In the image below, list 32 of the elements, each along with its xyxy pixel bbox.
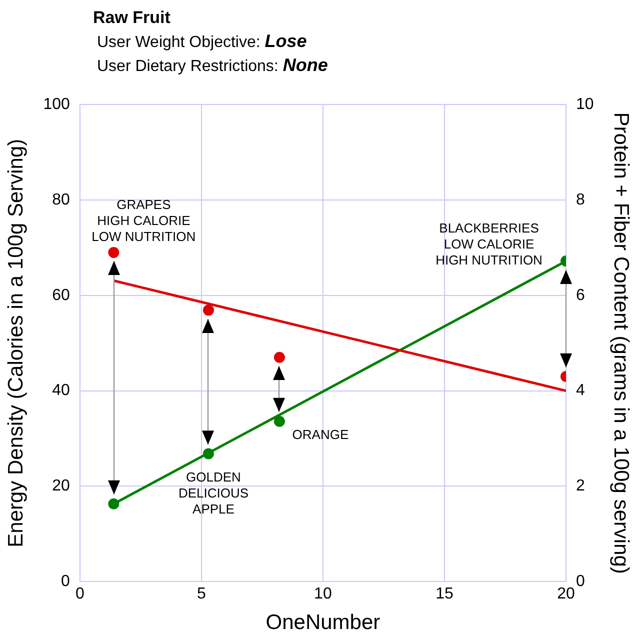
y2-tick-label: 8 <box>576 191 586 208</box>
y-tick-label: 100 <box>43 96 70 114</box>
x-tick-label: 20 <box>557 586 576 603</box>
point <box>202 448 214 460</box>
point <box>108 498 120 510</box>
point <box>274 416 285 427</box>
annotation: BLACKBERRIES LOW CALORIE HIGH NUTRITION <box>436 220 542 268</box>
y-tick-label: 0 <box>60 573 70 590</box>
y2-tick-label: 10 <box>576 96 594 114</box>
x-axis-title: OneNumber <box>266 611 380 634</box>
point <box>202 304 214 316</box>
y-tick-label: 20 <box>52 478 70 495</box>
y-tick-label: 60 <box>52 286 70 304</box>
annotation: GRAPES HIGH CALORIE LOW NUTRITION <box>92 197 196 244</box>
x-tick-label: 5 <box>196 586 206 603</box>
y-axis-title: Energy Density (Calories in a 100g Serving) <box>4 138 28 548</box>
chart-subtitle: User Weight Objective: Lose User Dietary Restrictions: None <box>97 31 328 75</box>
y2-tick-label: 4 <box>576 382 586 400</box>
x-tick-label: 0 <box>75 586 84 603</box>
annotation: ORANGE <box>292 426 349 442</box>
y-tick-label: 80 <box>52 191 70 208</box>
x-tick-label: 10 <box>314 586 332 603</box>
point <box>108 246 120 258</box>
y2-tick-label: 6 <box>576 286 586 304</box>
y2-tick-label: 0 <box>576 573 586 590</box>
x-tick-label: 15 <box>436 586 454 603</box>
y2-tick-label: 2 <box>576 478 586 495</box>
y-tick-label: 40 <box>52 382 70 400</box>
y2-axis-title: Protein + Fiber Content (grams in a 100g serving) <box>610 112 633 574</box>
point <box>274 352 285 363</box>
chart-title: Raw Fruit <box>93 8 172 28</box>
annotation: GOLDEN DELICIOUS APPLE <box>178 469 249 516</box>
